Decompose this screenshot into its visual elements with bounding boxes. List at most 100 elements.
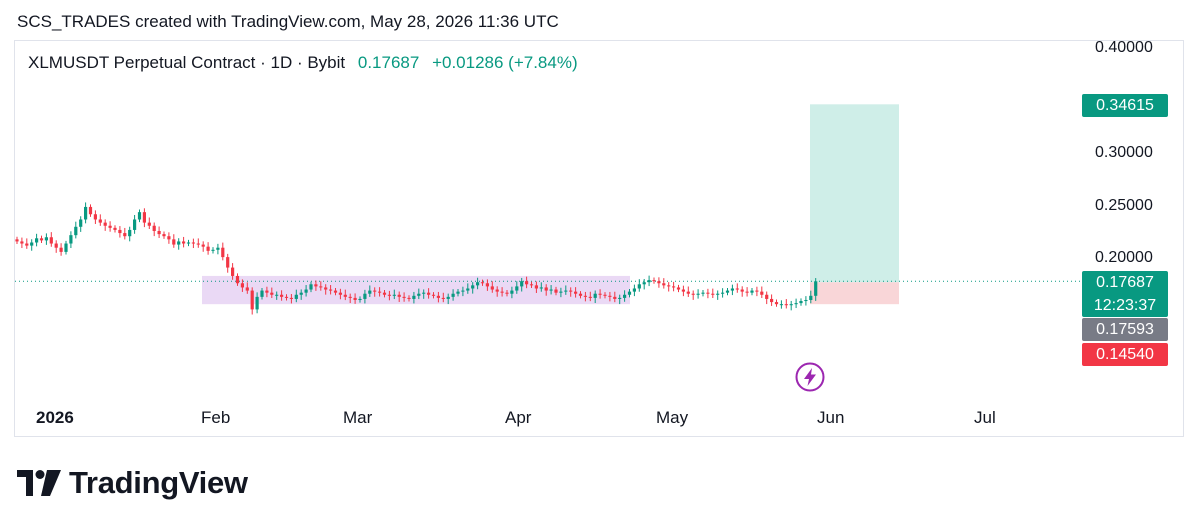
candle-body	[373, 290, 377, 292]
candle-body	[338, 292, 342, 295]
candle-body	[113, 227, 117, 230]
candle-body	[280, 294, 284, 297]
candle-body	[647, 280, 651, 283]
candle-body	[191, 242, 195, 244]
candle-body	[613, 296, 617, 299]
candle-body	[520, 281, 524, 287]
candle-body	[98, 219, 102, 223]
candle-body	[69, 235, 73, 244]
candle-body	[88, 206, 93, 215]
candle-body	[495, 289, 499, 292]
candle-body	[49, 237, 53, 244]
candle-body	[490, 286, 494, 290]
candle-body	[770, 298, 774, 303]
candle-body	[564, 290, 568, 292]
candle-body	[662, 283, 666, 286]
candle-body	[627, 291, 632, 295]
candle-body	[427, 292, 431, 295]
candle-body	[431, 294, 436, 296]
candle-body	[64, 243, 68, 252]
candle-body	[725, 290, 730, 293]
candle-body	[569, 290, 573, 292]
candle-body	[103, 222, 107, 226]
candle-body	[525, 281, 529, 285]
candle-body	[329, 289, 333, 291]
candle-body	[534, 285, 538, 289]
candle-body	[142, 212, 146, 223]
candle-body	[471, 285, 475, 289]
candle-body	[784, 304, 788, 306]
candle-body	[108, 225, 112, 228]
symbol-legend: XLMUSDT Perpetual Contract · 1D · Bybit …	[28, 53, 578, 73]
y-tick-label: 0.20000	[1095, 249, 1153, 266]
candle-body	[182, 241, 186, 244]
candle-body	[809, 295, 813, 300]
tradingview-logo: TradingView	[17, 465, 248, 500]
candle-body	[510, 290, 514, 294]
candle-body	[681, 289, 685, 292]
candle-body	[74, 226, 78, 236]
candle-body	[500, 291, 504, 293]
candle-body	[309, 284, 313, 290]
candle-body	[686, 291, 690, 294]
candle-body	[642, 282, 646, 285]
candle-body	[412, 295, 416, 299]
candle-body	[201, 244, 205, 247]
candle-body	[774, 302, 779, 305]
chart-credit: SCS_TRADES created with TradingView.com,…	[17, 12, 559, 31]
candle-body	[196, 243, 200, 245]
x-tick-label: Feb	[201, 408, 231, 427]
candle-body	[137, 212, 142, 220]
candle-body	[696, 293, 700, 295]
candle-body	[231, 267, 235, 276]
candle-body	[711, 293, 715, 295]
candle-body	[676, 287, 681, 290]
candle-body	[446, 296, 450, 299]
legend-change: +0.01286 (+7.84%)	[432, 53, 578, 72]
candle-body	[167, 236, 171, 240]
candle-body	[255, 296, 259, 310]
candle-body	[598, 293, 602, 295]
candle-body	[436, 295, 440, 298]
candle-body	[554, 289, 558, 293]
candle-body	[544, 287, 548, 291]
candle-body	[226, 257, 230, 268]
candle-body	[515, 286, 519, 291]
candle-body	[343, 294, 347, 297]
candle-body	[804, 299, 808, 302]
candle-body	[162, 234, 166, 237]
candle-body	[441, 297, 445, 299]
candle-body	[721, 292, 725, 294]
last-price-badge: 0.17687 12:23:37	[1082, 271, 1168, 317]
chart-frame[interactable]	[14, 40, 1184, 437]
candle-body	[760, 291, 764, 295]
candle-body	[240, 283, 244, 288]
candle-body	[250, 290, 254, 310]
candle-body	[735, 288, 739, 290]
candle-body	[211, 249, 215, 251]
candle-body	[794, 303, 798, 305]
candle-body	[397, 294, 401, 297]
x-tick-label: Jun	[817, 408, 845, 427]
candle-body	[657, 281, 661, 284]
candle-body	[701, 292, 705, 294]
candle-body	[667, 285, 671, 287]
candle-body	[407, 297, 411, 299]
candle-body	[39, 238, 44, 241]
candle-body	[221, 247, 225, 258]
candle-body	[745, 291, 749, 293]
x-tick-label: May	[656, 408, 689, 427]
candle-body	[84, 206, 88, 220]
candle-body	[588, 296, 592, 298]
candle-body	[299, 292, 303, 295]
lightning-icon[interactable]	[795, 362, 825, 392]
candle-body	[123, 233, 127, 237]
stop-zone	[810, 282, 899, 305]
y-tick-label: 0.40000	[1095, 39, 1153, 56]
tradingview-logo-icon	[17, 470, 61, 496]
candle-body	[392, 294, 396, 296]
x-tick-label: 2026	[36, 408, 74, 427]
candle-body	[270, 292, 274, 295]
candle-body	[358, 298, 362, 300]
